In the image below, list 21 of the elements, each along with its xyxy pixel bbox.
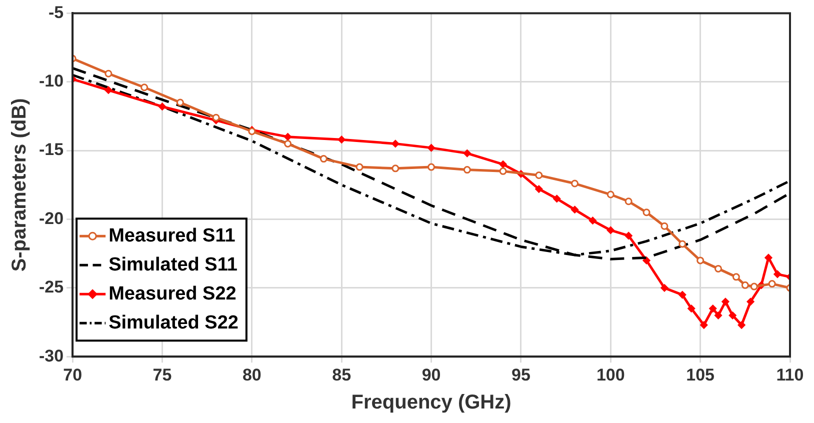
y-tick-label: -10 <box>38 72 64 91</box>
y-tick-label: -15 <box>38 140 64 160</box>
x-axis-title: Frequency (GHz) <box>351 392 512 414</box>
x-tick-label: 110 <box>776 365 804 384</box>
x-tick-label: 80 <box>242 365 262 384</box>
legend-label: Measured S22 <box>108 283 236 304</box>
x-tick-label: 100 <box>596 365 625 384</box>
y-tick-label: -30 <box>38 346 64 366</box>
x-tick-label: 95 <box>512 365 530 384</box>
y-tick-label: -20 <box>38 208 64 228</box>
y-axis-title: S-parameters (dB) <box>8 98 31 272</box>
x-tick-label: 85 <box>332 365 352 384</box>
x-tick-label: 75 <box>152 365 172 384</box>
legend-label: Simulated S11 <box>108 254 238 276</box>
x-tick-label: 90 <box>422 365 441 384</box>
x-tick-label: 105 <box>686 365 715 384</box>
y-tick-label: -5 <box>48 2 64 22</box>
y-tick-label: -25 <box>38 278 64 297</box>
legend-label: Measured S11 <box>108 225 236 246</box>
legend-label: Simulated S22 <box>108 312 238 334</box>
x-tick-label: 70 <box>63 365 82 384</box>
